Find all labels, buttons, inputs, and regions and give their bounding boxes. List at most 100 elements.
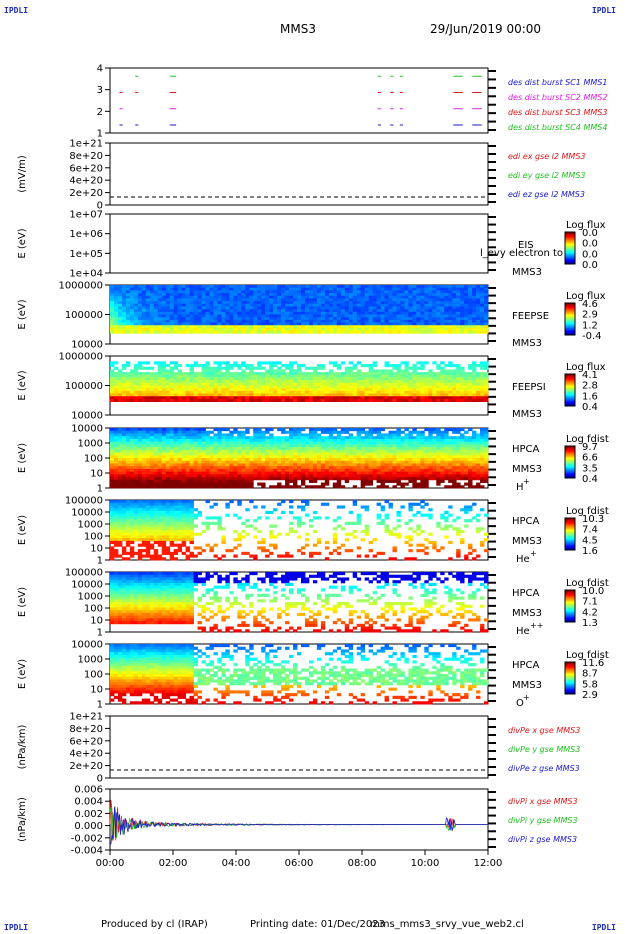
spectrogram-cell [360, 441, 366, 445]
spectrogram-cell [165, 396, 171, 400]
spectrogram-cell [304, 477, 310, 481]
spectrogram-cell [117, 388, 123, 392]
spectrogram-cell [388, 295, 393, 299]
spectrogram-cell [480, 398, 485, 402]
spectrogram-cell [336, 301, 342, 305]
spectrogram-cell [316, 295, 322, 299]
spectrogram-cell [289, 458, 294, 462]
spectrogram-cell [117, 369, 123, 373]
spectrogram-cell [269, 441, 274, 445]
spectrogram-cell [344, 377, 350, 381]
spectrogram-cell [265, 455, 270, 459]
spectrogram-cell [436, 385, 441, 389]
spectrogram-cell [141, 449, 147, 453]
colorbar-step [565, 256, 575, 258]
spectrogram-cell [416, 449, 421, 453]
spectrogram-cell [308, 380, 314, 384]
spectrogram-cell [197, 325, 202, 329]
spectrogram-cell [193, 380, 198, 384]
spectrogram-cell [304, 447, 310, 451]
spectrogram-cell [285, 287, 290, 291]
spectrogram-cell [201, 293, 206, 297]
spectrogram-cell [344, 463, 350, 467]
spectrogram-cell [273, 449, 278, 453]
spectrogram-cell [209, 311, 214, 315]
spectrogram-cell [145, 433, 151, 437]
spectrogram-cell [173, 325, 179, 329]
spectrogram-cell [229, 314, 234, 318]
spectrogram-cell [221, 303, 226, 307]
spectrogram-cell [117, 441, 123, 445]
spectrogram-cell [169, 285, 175, 289]
spectrogram-cell [340, 303, 346, 307]
spectrogram-cell [372, 290, 377, 294]
spectrogram-cell [344, 471, 350, 475]
spectrogram-cell [153, 317, 159, 321]
spectrogram-cell [113, 374, 119, 378]
spectrogram-cell [408, 479, 413, 483]
spectrogram-cell [297, 398, 302, 402]
colorbar-step [565, 400, 575, 402]
spectrogram-cell [157, 447, 163, 451]
spectrogram-cell [157, 372, 163, 376]
spectrogram-cell [209, 477, 214, 481]
spectrogram-cell [412, 317, 417, 321]
spectrogram-cell [324, 477, 330, 481]
spectrogram-cell [428, 380, 433, 384]
spectrogram-cell [372, 430, 377, 434]
spectrogram-cell [352, 314, 358, 318]
spectrogram-cell [464, 309, 469, 313]
y-tick-label: 10 [90, 469, 103, 480]
spectrogram-cell [293, 380, 298, 384]
spectrogram-cell [328, 309, 334, 313]
spectrogram-cell [300, 306, 306, 310]
spectrogram-cell [273, 393, 278, 397]
spectrogram-cell [177, 380, 183, 384]
spectrogram-cell [229, 471, 234, 475]
spectrogram-cell [229, 466, 234, 470]
spectrogram-cell [110, 303, 115, 307]
spectrogram-cell [229, 327, 234, 331]
spectrogram-cell [328, 466, 334, 470]
spectrogram-cell [125, 466, 131, 470]
spectrogram-cell [332, 455, 338, 459]
spectrogram-cell [237, 303, 242, 307]
spectrogram-cell [213, 306, 218, 310]
spectrogram-cell [472, 327, 477, 331]
spectrogram-cell [412, 477, 417, 481]
spectrogram-cell [209, 309, 214, 313]
spectrogram-cell [205, 447, 210, 451]
spectrogram-cell [197, 364, 202, 368]
spectrogram-cell [253, 317, 258, 321]
spectrogram-cell [340, 390, 346, 394]
spectrogram-cell [464, 311, 469, 315]
spectrogram-cell [428, 455, 433, 459]
spectrogram-cell [360, 428, 366, 432]
spectrogram-cell [249, 468, 254, 473]
spectrogram-cell [432, 322, 437, 326]
spectrogram-cell [376, 460, 381, 464]
spectrogram-cell [300, 393, 306, 397]
spectrogram-cell [213, 330, 218, 334]
spectrogram-cell [289, 385, 294, 389]
spectrogram-cell [400, 327, 405, 331]
spectrogram-cell [297, 369, 302, 373]
spectrogram-cell [332, 285, 338, 289]
spectrogram-cell [324, 441, 330, 445]
spectrogram-cell [412, 372, 417, 376]
spectrogram-cell [396, 455, 401, 459]
spectrogram-cell [169, 382, 175, 386]
spectrogram-cell [169, 428, 175, 432]
spectrogram-cell [237, 364, 242, 368]
spectrogram-cell [209, 287, 214, 291]
spectrogram-cell [133, 485, 139, 489]
spectrogram-cell [197, 471, 202, 475]
spectrogram-cell [360, 452, 366, 456]
spectrogram-cell [285, 306, 290, 310]
spectrogram-cell [285, 452, 290, 456]
spectrogram-cell [285, 396, 290, 400]
spectrogram-cell [344, 306, 350, 310]
spectrogram-cell [285, 438, 290, 443]
spectrogram-cell [273, 471, 278, 475]
spectrogram-cell [273, 444, 278, 448]
